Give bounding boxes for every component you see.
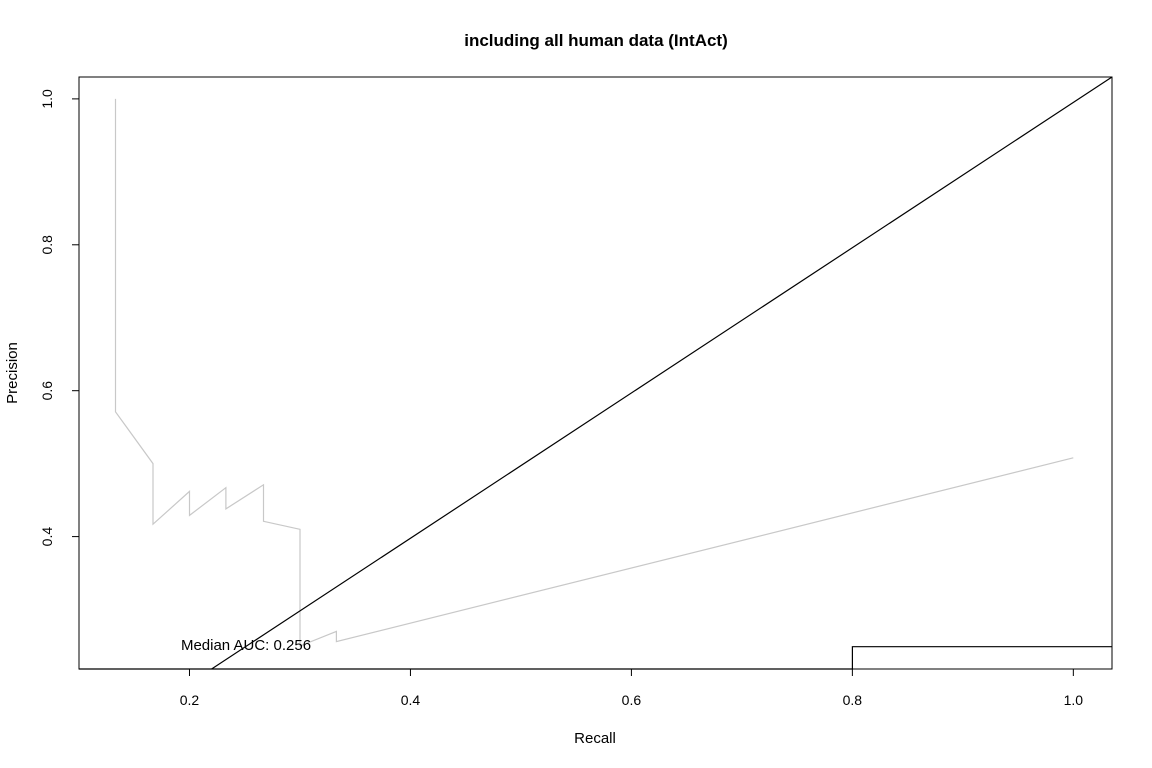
series-line-0 bbox=[114, 98, 1074, 647]
series-line-2 bbox=[211, 76, 1113, 670]
y-tick-label: 1.0 bbox=[39, 89, 55, 109]
x-tick-label: 0.8 bbox=[843, 692, 863, 708]
series-layer bbox=[79, 76, 1113, 670]
plot-frame bbox=[78, 76, 1113, 670]
y-axis: 0.4 0.6 0.8 1.0 bbox=[39, 89, 80, 547]
x-tick-label: 1.0 bbox=[1064, 692, 1084, 708]
median-auc-annotation: Median AUC: 0.256 bbox=[181, 637, 311, 654]
x-tick-label: 0.4 bbox=[401, 692, 421, 708]
x-axis: 0.2 0.4 0.6 0.8 1.0 bbox=[180, 668, 1084, 708]
y-axis-label: Precision bbox=[4, 342, 21, 404]
series-line-1 bbox=[79, 646, 1112, 670]
y-tick-label: 0.6 bbox=[39, 381, 55, 401]
x-tick-label: 0.6 bbox=[622, 692, 642, 708]
chart-title: including all human data (IntAct) bbox=[464, 31, 728, 50]
y-tick-label: 0.8 bbox=[39, 235, 55, 255]
x-tick-label: 0.2 bbox=[180, 692, 200, 708]
y-tick-label: 0.4 bbox=[39, 527, 55, 547]
x-axis-label: Recall bbox=[574, 730, 616, 747]
